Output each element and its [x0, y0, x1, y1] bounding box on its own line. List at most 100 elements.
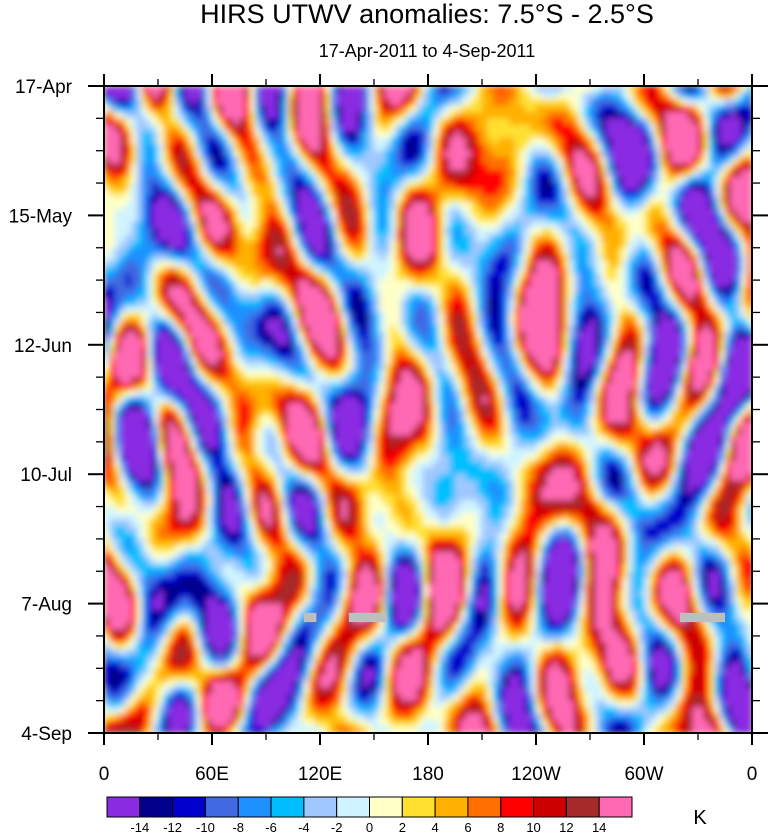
heatmap-cell [519, 144, 526, 152]
heatmap-cell [163, 273, 170, 281]
heatmap-cell [519, 208, 526, 216]
heatmap-cell [503, 280, 510, 288]
heatmap-cell [325, 144, 332, 152]
heatmap-cell [195, 202, 202, 210]
heatmap-cell [174, 208, 181, 216]
heatmap-cell [476, 221, 483, 229]
heatmap-cell [590, 157, 596, 165]
heatmap-cell [244, 221, 251, 229]
heatmap-cell [503, 338, 510, 346]
heatmap-cell [552, 118, 559, 126]
heatmap-cell [293, 111, 299, 119]
heatmap-cell [384, 176, 391, 184]
heatmap-cell [244, 170, 251, 178]
heatmap-cell [239, 183, 245, 191]
heatmap-cell [271, 105, 278, 113]
heatmap-cell [179, 150, 186, 158]
heatmap-cell [557, 105, 564, 113]
heatmap-cell [314, 273, 321, 281]
heatmap-cell [665, 293, 672, 301]
heatmap-cell [687, 325, 694, 333]
heatmap-cell [147, 280, 154, 288]
heatmap-cell [195, 344, 202, 352]
heatmap-cell [649, 92, 656, 100]
heatmap-cell [438, 305, 445, 314]
heatmap-cell [692, 131, 699, 139]
heatmap-cell [579, 215, 586, 223]
heatmap-cell [201, 105, 208, 113]
heatmap-cell [719, 234, 726, 242]
heatmap-cell [606, 111, 613, 119]
heatmap-cell [557, 208, 564, 216]
heatmap-cell [206, 221, 213, 229]
heatmap-cell [168, 318, 175, 326]
heatmap-cell [627, 260, 634, 268]
heatmap-cell [660, 215, 667, 223]
heatmap-cell [617, 150, 623, 158]
heatmap-cell [271, 254, 278, 262]
heatmap-cell [228, 331, 235, 339]
heatmap-cell [374, 215, 380, 223]
heatmap-cell [298, 241, 305, 249]
heatmap-cell [222, 92, 229, 100]
heatmap-cell [546, 293, 553, 301]
heatmap-cell [471, 202, 478, 210]
heatmap-cell [552, 195, 559, 204]
heatmap-cell [525, 163, 532, 171]
heatmap-cell [687, 105, 694, 113]
heatmap-cell [228, 86, 235, 94]
heatmap-cell [293, 215, 299, 223]
heatmap-cell [206, 344, 213, 352]
heatmap-cell [584, 208, 591, 216]
heatmap-cell [168, 150, 175, 158]
heatmap-cell [179, 144, 186, 152]
heatmap-cell [471, 221, 478, 229]
heatmap-cell [687, 267, 694, 275]
heatmap-cell [368, 305, 375, 314]
heatmap-cell [746, 118, 752, 126]
heatmap-cell [509, 293, 515, 301]
heatmap-cell [379, 150, 386, 158]
heatmap-cell [298, 176, 305, 184]
heatmap-cell [249, 208, 256, 216]
heatmap-cell [309, 318, 316, 326]
heatmap-cell [465, 273, 472, 281]
heatmap-cell [395, 318, 402, 326]
heatmap-cell [541, 183, 548, 191]
heatmap-cell [185, 215, 191, 223]
heatmap-cell [654, 208, 661, 216]
heatmap-cell [681, 111, 688, 119]
heatmap-cell [525, 318, 532, 326]
heatmap-cell [687, 137, 694, 145]
heatmap-cell [185, 241, 191, 249]
heatmap-cell [363, 105, 370, 113]
heatmap-cell [255, 202, 262, 210]
heatmap-cell [309, 338, 316, 346]
heatmap-cell [627, 111, 634, 119]
heatmap-cell [465, 305, 472, 314]
heatmap-cell [573, 189, 580, 197]
heatmap-cell [190, 331, 197, 339]
heatmap-cell [201, 267, 208, 275]
heatmap-cell [471, 215, 478, 223]
heatmap-cell [671, 305, 677, 314]
heatmap-cell [563, 286, 569, 294]
heatmap-cell [325, 234, 332, 242]
heatmap-cell [698, 98, 704, 107]
heatmap-cell [206, 137, 213, 145]
heatmap-cell [401, 144, 407, 152]
heatmap-cell [131, 208, 137, 216]
heatmap-cell [363, 331, 370, 339]
heatmap-cell [217, 215, 224, 223]
heatmap-cell [681, 124, 688, 132]
heatmap-cell [676, 234, 683, 242]
heatmap-cell [314, 157, 321, 165]
heatmap-cell [525, 305, 532, 314]
heatmap-cell [530, 338, 537, 346]
heatmap-cell [746, 273, 752, 281]
heatmap-cell [428, 260, 434, 268]
heatmap-cell [222, 241, 229, 249]
heatmap-cell [401, 344, 407, 352]
heatmap-cell [482, 331, 488, 339]
heatmap-cell [336, 131, 343, 139]
